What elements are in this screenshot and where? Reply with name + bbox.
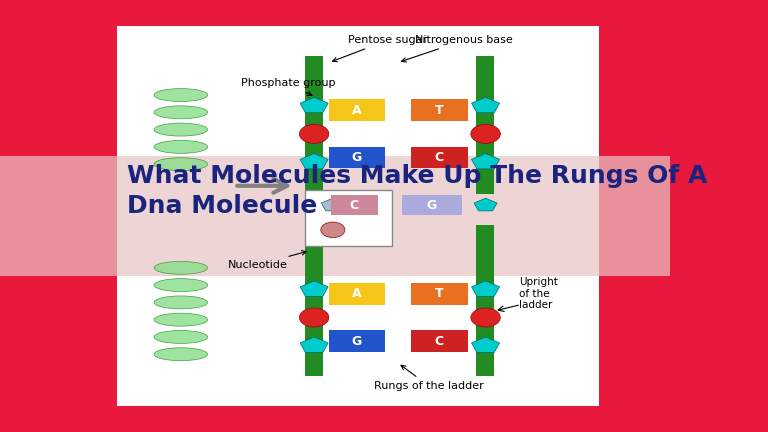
Circle shape [471,124,500,143]
Text: G: G [427,199,437,212]
Text: G: G [352,335,362,348]
Ellipse shape [154,123,207,136]
FancyBboxPatch shape [329,147,386,168]
Text: Upright
of the
ladder: Upright of the ladder [519,277,558,310]
Ellipse shape [154,348,207,361]
FancyBboxPatch shape [475,225,495,376]
FancyBboxPatch shape [402,195,462,215]
Ellipse shape [154,106,207,119]
Ellipse shape [154,89,207,102]
FancyBboxPatch shape [329,99,386,121]
Text: A: A [353,104,362,117]
Polygon shape [474,198,497,211]
Text: Nucleotide: Nucleotide [227,251,306,270]
Text: C: C [349,199,359,212]
Polygon shape [300,97,328,113]
FancyBboxPatch shape [305,56,323,194]
Text: What Molecules Make Up The Rungs Of A
Dna Molecule: What Molecules Make Up The Rungs Of A Dn… [127,164,707,218]
Circle shape [300,308,329,327]
FancyBboxPatch shape [475,56,495,194]
Ellipse shape [154,330,207,343]
Circle shape [300,124,329,143]
Ellipse shape [154,313,207,326]
Circle shape [321,222,345,238]
FancyBboxPatch shape [411,147,468,168]
Polygon shape [472,153,499,169]
FancyBboxPatch shape [305,225,323,376]
FancyBboxPatch shape [0,156,670,276]
FancyBboxPatch shape [305,190,392,246]
FancyBboxPatch shape [411,99,468,121]
Text: T: T [435,104,444,117]
Circle shape [471,308,500,327]
Ellipse shape [154,158,207,171]
Text: A: A [353,287,362,300]
Text: G: G [352,151,362,164]
Text: Pentose sugar: Pentose sugar [333,35,427,62]
Polygon shape [472,337,499,353]
Ellipse shape [154,140,207,153]
Ellipse shape [154,261,207,274]
Polygon shape [300,153,328,169]
FancyBboxPatch shape [329,283,386,305]
FancyBboxPatch shape [331,195,378,215]
Ellipse shape [154,279,207,292]
Text: T: T [435,287,444,300]
Text: C: C [435,335,444,348]
Text: C: C [435,151,444,164]
Text: Nitrogenous base: Nitrogenous base [402,35,513,62]
Polygon shape [321,198,344,211]
Polygon shape [472,97,499,113]
FancyBboxPatch shape [411,283,468,305]
Text: Rungs of the ladder: Rungs of the ladder [374,365,484,391]
Ellipse shape [154,296,207,309]
Text: Phosphate group: Phosphate group [241,78,336,95]
Polygon shape [300,337,328,353]
Polygon shape [472,281,499,296]
FancyBboxPatch shape [329,330,386,352]
FancyBboxPatch shape [118,26,599,406]
Polygon shape [300,281,328,296]
FancyBboxPatch shape [411,330,468,352]
